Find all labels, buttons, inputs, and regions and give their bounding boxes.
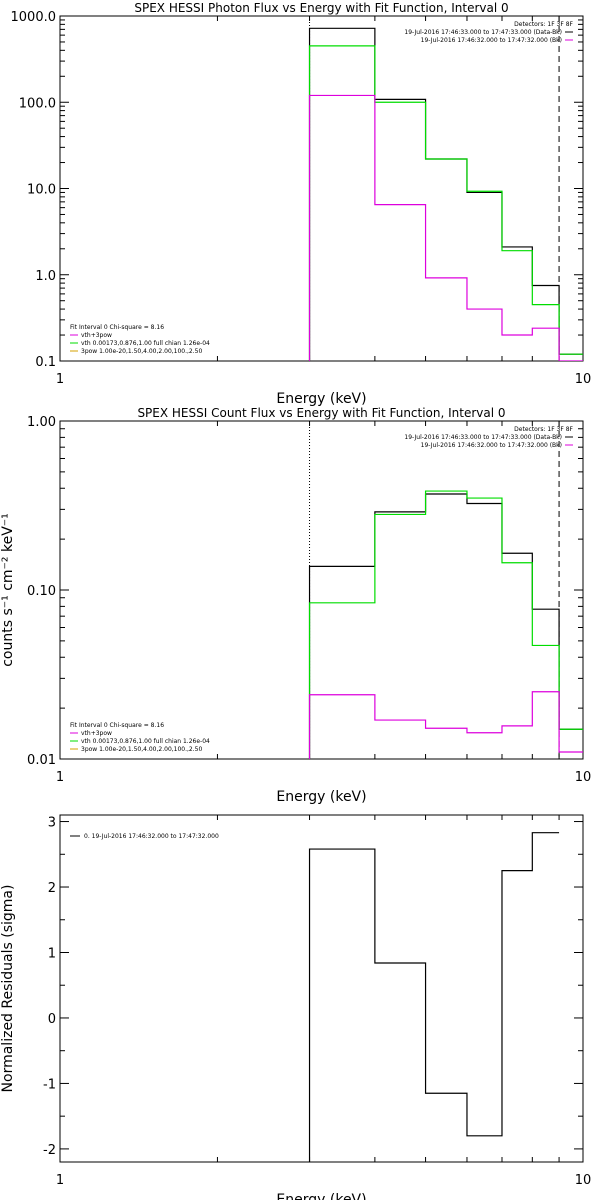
legend-entry: 3pow 1.00e-20,1.50,4.00,2.00,100.,2.50: [81, 746, 202, 753]
x-tick-label: 1: [56, 770, 64, 785]
y-tick-label: -2: [43, 1143, 56, 1158]
chart-title: SPEX HESSI Count Flux vs Energy with Fit…: [137, 406, 505, 420]
y-tick-label: 1: [48, 946, 56, 961]
chart-panel-3: 1 10 Energy (keV) -2 -1 0 1 2 3 Normalized Residu…: [0, 814, 592, 1204]
legend-entry: 19-Jul-2016 17:46:32.000 to 17:47:32.000…: [421, 442, 562, 449]
plot-frame: [59, 814, 584, 1163]
y-tick-label: 10.0: [27, 183, 56, 198]
plot-frame: [59, 420, 584, 760]
legend-entry: vth+3pow: [81, 730, 112, 737]
legend-entry: 19-Jul-2016 17:46:33.000 to 17:47:33.000…: [404, 29, 562, 36]
legend-entry: 0. 19-Jul-2016 17:46:32.000 to 17:47:32.…: [84, 833, 219, 840]
legend-header: Fit Interval 0 Chi-square = 8.16: [70, 722, 164, 729]
legend-entry: 19-Jul-2016 17:46:33.000 to 17:47:33.000…: [404, 434, 562, 441]
series-line-1: [308, 832, 560, 1162]
y-tick-label: 1.0: [35, 269, 56, 284]
chart-title: SPEX HESSI Photon Flux vs Energy with Fi…: [134, 1, 508, 15]
legend-entry: 19-Jul-2016 17:46:32.000 to 17:47:32.000…: [421, 37, 562, 44]
legend-entry: vth 0.00173,0.876,1.00 full chian 1.26e-…: [81, 738, 210, 745]
series-line-3: [308, 691, 583, 759]
y-tick-label: 100.0: [19, 96, 56, 111]
series-line-1: [308, 27, 583, 361]
x-axis-label: Energy (keV): [276, 391, 366, 407]
series-line-1: [308, 493, 583, 759]
legend-header: Detectors: 1F 3F 8F: [514, 21, 573, 28]
legend-header: Detectors: 1F 3F 8F: [514, 426, 573, 433]
chart-panel-1: SPEX HESSI Photon Flux vs Energy with Fi…: [11, 1, 592, 407]
x-tick-label: 10: [575, 372, 592, 387]
y-tick-label: 1000.0: [11, 10, 57, 25]
y-tick-label: 0.1: [35, 355, 56, 370]
x-tick-label: 10: [575, 770, 592, 785]
x-axis-label: Energy (keV): [276, 789, 366, 805]
plot-frame: [59, 15, 584, 362]
legend-entry: vth+3pow: [81, 332, 112, 339]
y-tick-label: 1.00: [27, 415, 56, 430]
x-tick-label: 10: [575, 1173, 592, 1188]
y-tick-label: 0.01: [27, 753, 56, 768]
y-tick-label: 2: [48, 881, 56, 896]
chart-panel-2: SPEX HESSI Count Flux vs Energy with Fit…: [0, 406, 591, 805]
y-axis-label: counts s⁻¹ cm⁻² keV⁻¹: [0, 513, 16, 667]
x-axis-label: Energy (keV): [276, 1192, 366, 1200]
y-tick-label: 3: [48, 816, 56, 831]
y-tick-label: -1: [43, 1077, 56, 1092]
y-tick-label: 0: [48, 1012, 56, 1027]
y-tick-label: 0.10: [27, 584, 56, 599]
x-tick-label: 1: [56, 1173, 64, 1188]
legend-entry: 3pow 1.00e-20,1.50,4.00,2.00,100.,2.50: [81, 348, 202, 355]
legend-entry: vth 0.00173,0.876,1.00 full chian 1.26e-…: [81, 340, 210, 347]
series-line-2: [308, 490, 583, 759]
y-axis-label: Normalized Residuals (sigma): [0, 885, 16, 1093]
series-line-3: [308, 94, 583, 361]
x-tick-label: 1: [56, 372, 64, 387]
series-line-2: [308, 45, 583, 361]
legend-header: Fit Interval 0 Chi-square = 8.16: [70, 324, 164, 331]
